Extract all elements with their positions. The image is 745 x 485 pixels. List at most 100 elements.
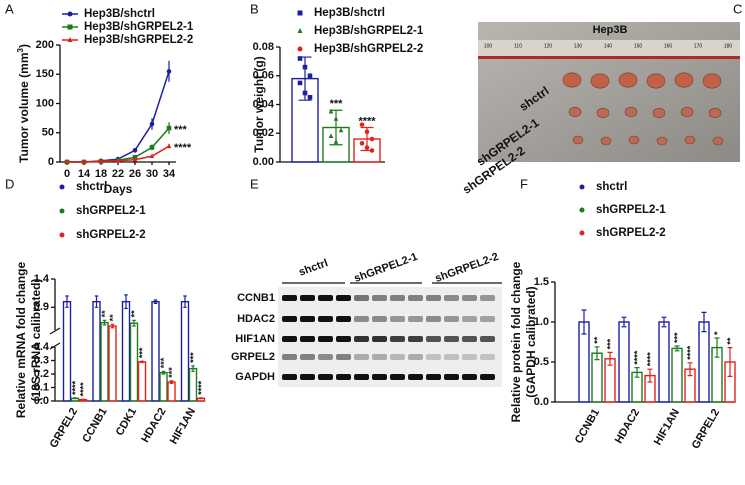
tumor [712,136,724,146]
tumor [680,106,694,118]
panel-letter: C [733,1,742,16]
error-bar [124,294,128,310]
data-point [115,158,121,163]
tumor [674,72,694,88]
bar [591,352,603,403]
significance-label: *** [672,332,682,343]
x-tick-label: GRPEL2 [48,406,80,450]
x-tick-label: GRPEL2 [690,407,722,451]
legend-label: Hep3B/shGRPEL2-2 [314,43,423,55]
significance-label: **** [70,380,80,395]
error-bar [701,311,707,333]
data-point [166,125,172,131]
band [300,295,315,301]
bar [180,300,190,402]
error-bar [161,370,166,375]
band [354,354,369,360]
photo-title: Hep3B [593,24,628,36]
error-bar [594,346,600,361]
band [480,295,495,301]
ruler-label: 100 [484,43,493,49]
significance-label: *** [174,124,188,136]
tumor [618,72,638,88]
ruler-label: 150 [634,43,643,49]
bar [100,321,109,402]
error-bar [153,299,158,304]
y-tick-label: 0.4 [34,341,50,353]
band [390,295,405,301]
legend-label: shGRPEL2-1 [76,205,146,217]
error-bar [102,319,107,326]
legend-marker [67,11,73,17]
significance-label: ** [108,314,118,322]
band [336,374,351,380]
band [318,316,333,322]
bar [137,361,147,402]
band [390,336,405,342]
legend-marker [67,24,73,30]
error-bar [634,367,640,378]
band [408,295,423,301]
band [300,336,315,342]
error-bar [81,398,85,401]
band [462,316,477,322]
band [336,316,351,322]
group-label: shGRPEL2-1 [353,251,420,285]
y-tick-label: 1.4 [34,273,50,285]
legend-label: shctrl [596,181,627,193]
bar [108,325,117,402]
band [300,374,315,380]
ruler-label: 120 [544,43,553,49]
data-point [328,108,334,114]
y-tick-label: 1.0 [534,316,549,328]
x-tick-label: HDAC2 [613,407,642,446]
tumor [684,135,696,145]
legend-label: Hep3B/shGRPEL2-1 [314,25,424,37]
tumor [708,107,722,119]
error-bar [581,309,587,335]
bar [658,321,670,403]
bar [618,321,630,403]
error-bar [110,323,115,329]
significance-label: ** [592,336,602,344]
legend-marker [59,184,65,190]
y-axis-label: Tumor volume (mm3) [16,44,31,163]
significance-label: *** [167,367,177,378]
band [282,336,297,342]
legend-marker [59,232,65,238]
data-point [64,159,70,164]
data-point [166,143,172,149]
band [408,354,423,360]
y-tick-label: 0.06 [253,70,274,82]
y-tick-label: 0.1 [34,381,49,393]
band [480,316,495,322]
error-bar [661,316,667,328]
band [444,295,459,301]
band [282,316,297,322]
ruler-label: 110 [514,43,522,49]
x-tick-label: HIF1AN [652,407,682,447]
significance-label: *** [137,347,147,358]
y-tick-label: 0.04 [253,98,275,110]
bar [698,321,710,403]
data-point [359,141,365,146]
y-tick-label: 0.00 [253,156,274,168]
ruler-label: 170 [694,43,703,49]
band [426,354,441,360]
ruler-label: 130 [574,43,583,49]
band [480,374,495,380]
significance-label: ** [725,337,735,345]
bar [151,300,160,402]
data-point [359,122,365,127]
significance-label: **** [685,345,695,360]
ruler-label: 180 [724,43,733,49]
error-bar [329,109,343,146]
error-bar [73,397,77,400]
error-bar [727,347,733,377]
bar [129,322,139,402]
significance-label: **** [645,352,655,367]
band [354,336,369,342]
y-tick-label: 0.08 [253,41,274,53]
band [426,336,441,342]
data-point [307,73,313,79]
